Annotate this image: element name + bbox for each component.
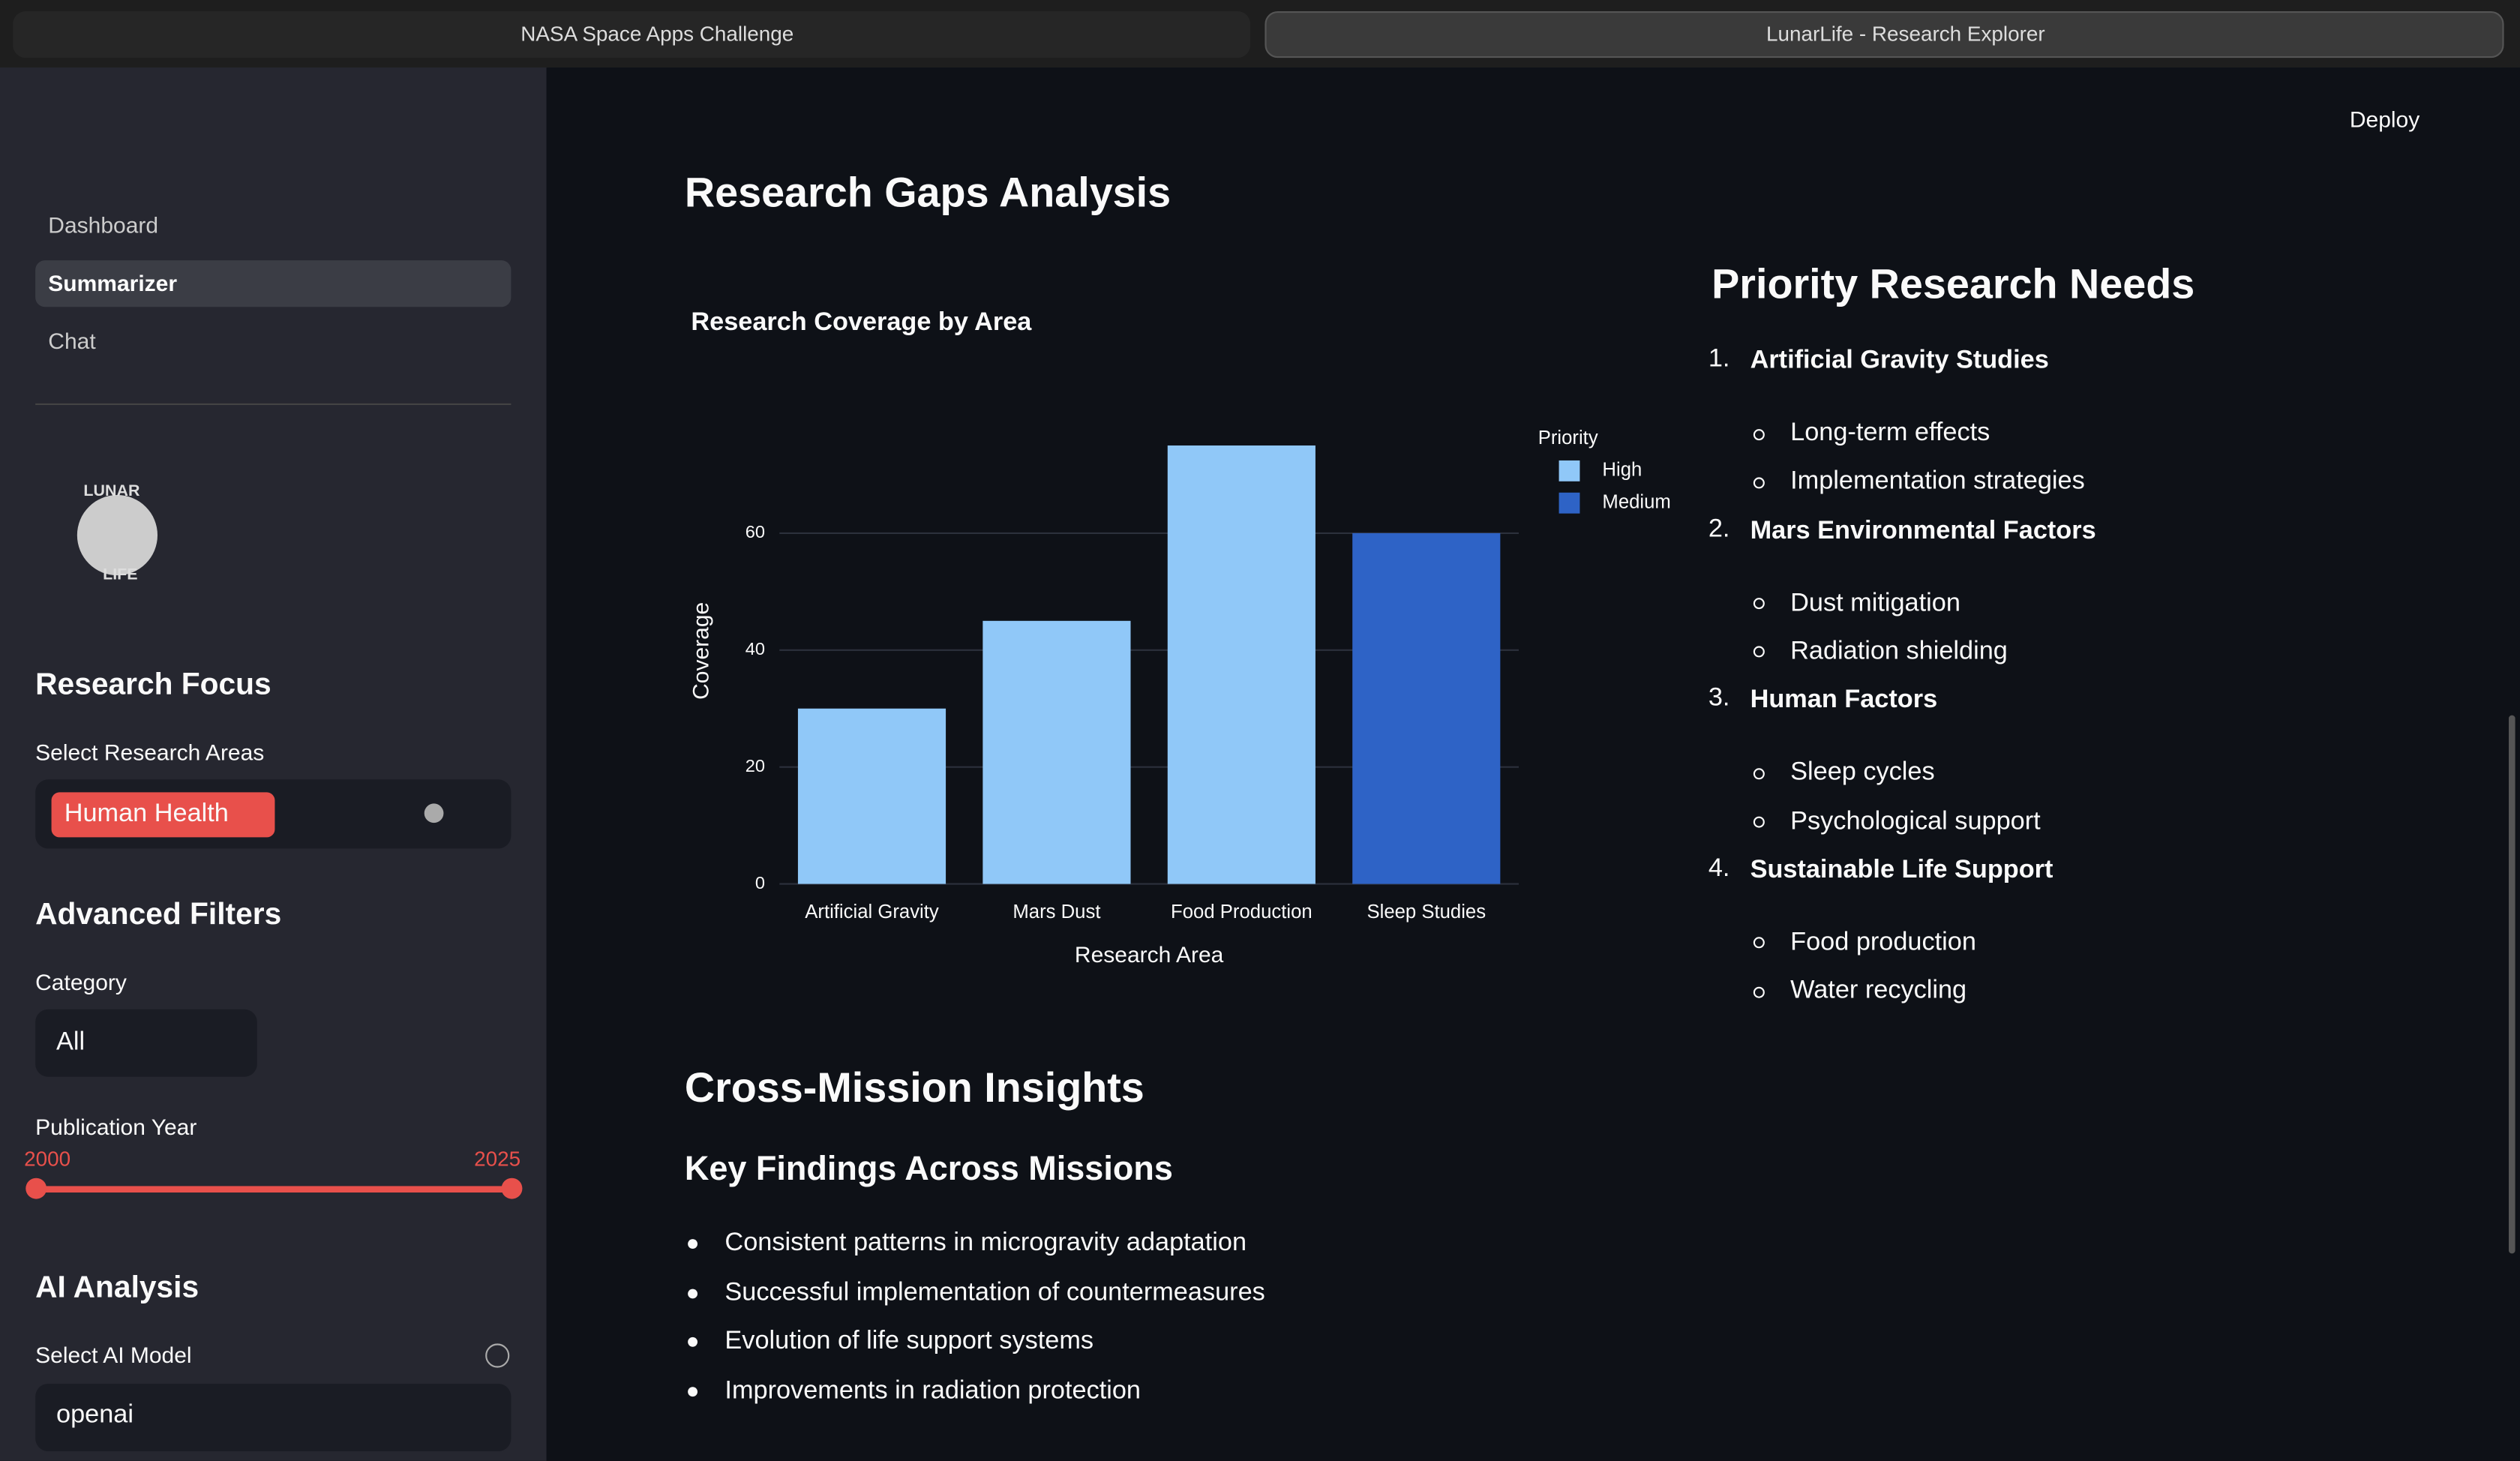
bullet [1753,767,1765,779]
nav-item[interactable]: Dashboard [48,212,159,238]
model-select[interactable] [35,1384,512,1451]
chart-title: Research Coverage by Area [691,308,1032,336]
tag-label[interactable]: Human Health [64,800,229,828]
legend-swatch [1558,460,1580,482]
slider-track [35,1186,512,1192]
nav-item[interactable]: Chat [48,328,96,354]
bullet [1753,428,1765,440]
field-label: Select AI Model [35,1342,192,1368]
legend-label: High [1602,460,1642,481]
field-label: Select Research Areas [35,739,265,765]
bar [1167,445,1316,884]
bullet-item: Evolution of life support systems [724,1328,1094,1355]
bullet-item: Consistent patterns in microgravity adap… [724,1229,1247,1257]
list-marker [1708,685,1741,717]
bullet [1753,646,1765,658]
sub-item: Water recycling [1790,977,1967,1005]
bullet [1753,986,1765,998]
bar [797,708,946,884]
x-tick-label: Artificial Gravity [805,902,939,922]
bullet-item: Improvements in radiation protection [724,1376,1141,1404]
slider-min: 2000 [24,1146,71,1172]
x-tick-label: Mars Dust [1012,902,1100,922]
bar [1352,532,1501,884]
nav-item[interactable]: Summarizer [48,270,178,296]
nav-highlight [35,260,512,308]
slider-handle[interactable] [501,1178,523,1199]
list-number: Artificial Gravity Studies [1750,346,2049,375]
bullet-item: Successful implementation of countermeas… [724,1278,1265,1306]
y-tick-label: 60 [746,522,765,542]
list-marker [1708,855,1741,887]
bullet [1753,937,1765,949]
legend-title: Priority [1538,428,1598,448]
bullet [688,1288,698,1298]
logo-text: LUNAR [83,482,140,501]
x-tick-label: Sleep Studies [1366,902,1486,922]
list-marker [1708,346,1741,378]
divider [35,403,512,405]
bullet [688,1386,698,1396]
tab-label[interactable]: NASA Space Apps Challenge [520,21,794,46]
sub-item: Long-term effects [1790,419,1990,447]
sub-heading: Key Findings Across Missions [684,1150,1173,1188]
x-tick-label: Food Production [1171,902,1312,922]
legend-label: Medium [1602,492,1670,513]
logo-text: LIFE [103,566,138,584]
list-marker [1708,515,1741,548]
bar [982,620,1131,884]
section-heading: Priority Research Needs [1712,260,2195,308]
category-select[interactable] [35,1009,257,1077]
logo [76,495,158,576]
bullet [1753,598,1765,610]
select-value[interactable]: openai [56,1401,134,1429]
select-value[interactable]: All [56,1028,86,1056]
bullet [688,1336,698,1347]
y-axis-title: Coverage [688,602,713,700]
scrollbar [2509,715,2516,1254]
tab-active[interactable] [1264,11,2504,58]
y-tick-label: 0 [755,873,765,892]
x-axis-title: Research Area [1075,943,1224,968]
section-heading: Advanced Filters [35,898,282,932]
list-number: Human Factors [1750,686,1938,714]
sub-item: Sleep cycles [1790,758,1935,787]
clear-icon[interactable] [424,803,444,824]
section-heading: Cross-Mission Insights [684,1063,1144,1112]
field-label: Category [35,969,127,995]
sub-item: Food production [1790,928,1976,956]
page-title: Research Gaps Analysis [684,167,1172,217]
deploy-button[interactable]: Deploy [2349,106,2420,132]
slider-handle[interactable] [26,1178,47,1199]
sub-item: Radiation shielding [1790,638,2008,665]
list-number: Sustainable Life Support [1750,856,2054,884]
y-tick-label: 40 [746,639,765,658]
field-label: Publication Year [35,1114,197,1140]
legend-swatch [1558,492,1580,514]
bullet [1753,816,1765,828]
slider-max: 2025 [474,1146,521,1172]
list-number: Mars Environmental Factors [1750,517,2096,544]
tag[interactable] [51,792,275,838]
sub-item: Psychological support [1790,807,2041,836]
bullet [688,1239,698,1249]
help-icon[interactable] [485,1343,510,1368]
sub-item: Implementation strategies [1790,468,2085,496]
sub-item: Dust mitigation [1790,589,1960,616]
tab[interactable] [13,11,1251,58]
bullet [1753,476,1765,488]
y-tick-label: 20 [746,756,765,776]
section-heading: Research Focus [35,668,272,703]
section-heading: AI Analysis [35,1271,200,1305]
tab-label[interactable]: LunarLife - Research Explorer [1766,21,2045,46]
